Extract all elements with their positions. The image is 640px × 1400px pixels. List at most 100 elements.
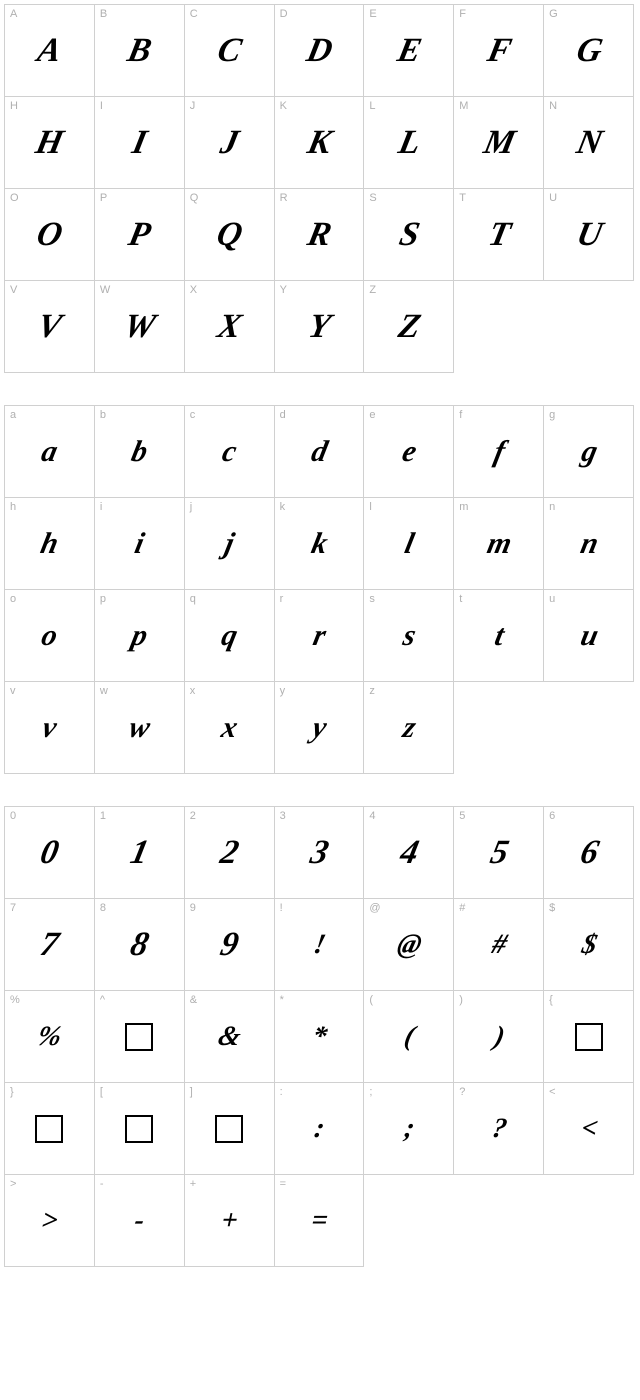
cell-label: r (280, 593, 284, 605)
cell-label: a (10, 409, 16, 421)
cell-label: % (10, 994, 20, 1006)
glyph-cell: && (185, 991, 275, 1083)
cell-label: B (100, 8, 107, 20)
glyph-cell: ff (454, 406, 544, 498)
glyph-display: j (222, 527, 237, 561)
cell-label: y (280, 685, 286, 697)
cell-label: ? (459, 1086, 465, 1098)
glyph-display: < (578, 1113, 600, 1145)
glyph-display: f (491, 435, 507, 469)
glyph-display: Y (305, 308, 333, 346)
glyph-cell: !! (275, 899, 365, 991)
cell-label: D (280, 8, 288, 20)
glyph-display: 0 (37, 834, 61, 872)
glyph-cell: { (544, 991, 634, 1083)
glyph-cell: mm (454, 498, 544, 590)
glyph-cell: ] (185, 1083, 275, 1175)
glyph-display: k (308, 527, 329, 561)
cell-label: M (459, 100, 468, 112)
glyph-cell: DD (275, 5, 365, 97)
glyph-display: * (309, 1021, 329, 1053)
glyph-cell: jj (185, 498, 275, 590)
cell-label: 0 (10, 810, 16, 822)
missing-glyph-box (35, 1115, 63, 1143)
cell-label: c (190, 409, 196, 421)
glyph-display: c (219, 435, 239, 469)
glyph-display: u (577, 619, 600, 653)
cell-label: { (549, 994, 553, 1006)
charmap-grid: 00112233445566778899!!@@##$$%%^&&**(()){… (4, 806, 634, 1267)
cell-label: v (10, 685, 16, 697)
cell-label: * (280, 994, 284, 1006)
glyph-display: l (402, 527, 417, 561)
glyph-display: L (395, 124, 423, 162)
glyph-display: q (219, 619, 240, 653)
glyph-cell: 55 (454, 807, 544, 899)
glyph-cell: %% (5, 991, 95, 1083)
missing-glyph-box (125, 1023, 153, 1051)
empty-cell (454, 1175, 544, 1267)
missing-glyph-box (215, 1115, 243, 1143)
empty-cell (454, 281, 544, 373)
glyph-display: X (214, 308, 244, 346)
cell-label: 5 (459, 810, 465, 822)
glyph-cell: ii (95, 498, 185, 590)
cell-label: Z (369, 284, 376, 296)
glyph-cell: pp (95, 590, 185, 682)
glyph-display: V (35, 308, 65, 346)
empty-cell (544, 1175, 634, 1267)
glyph-display: 2 (217, 834, 241, 872)
empty-cell (454, 682, 544, 774)
glyph-cell: dd (275, 406, 365, 498)
glyph-display: A (35, 32, 65, 70)
cell-label: [ (100, 1086, 103, 1098)
glyph-cell: TT (454, 189, 544, 281)
glyph-display: O (34, 216, 66, 254)
cell-label: Y (280, 284, 287, 296)
glyph-display: m (484, 527, 514, 561)
glyph-display: B (124, 32, 154, 70)
glyph-cell: KK (275, 97, 365, 189)
glyph-display: I (129, 124, 149, 162)
glyph-cell: 88 (95, 899, 185, 991)
cell-label: ^ (100, 994, 105, 1006)
glyph-cell: qq (185, 590, 275, 682)
glyph-cell: ;; (364, 1083, 454, 1175)
charmap-section-lowercase: aabbccddeeffgghhiijjkkllmmnnooppqqrrsstt… (4, 405, 636, 774)
glyph-cell: II (95, 97, 185, 189)
cell-label: 7 (10, 902, 16, 914)
cell-label: $ (549, 902, 555, 914)
glyph-display: 9 (217, 926, 241, 964)
cell-label: p (100, 593, 106, 605)
cell-label: J (190, 100, 196, 112)
glyph-display: ; (401, 1113, 416, 1145)
cell-label: t (459, 593, 462, 605)
cell-label: x (190, 685, 196, 697)
glyph-cell: @@ (364, 899, 454, 991)
glyph-cell: ee (364, 406, 454, 498)
glyph-cell: XX (185, 281, 275, 373)
glyph-cell: ll (364, 498, 454, 590)
glyph-cell: vv (5, 682, 95, 774)
glyph-cell: SS (364, 189, 454, 281)
glyph-display: d (308, 435, 329, 469)
cell-label: k (280, 501, 286, 513)
glyph-display: 7 (37, 926, 61, 964)
glyph-cell: >> (5, 1175, 95, 1267)
cell-label: & (190, 994, 197, 1006)
glyph-display: b (129, 435, 150, 469)
glyph-cell: NN (544, 97, 634, 189)
cell-label: : (280, 1086, 283, 1098)
empty-cell (364, 1175, 454, 1267)
glyph-cell: QQ (185, 189, 275, 281)
empty-cell (544, 682, 634, 774)
glyph-cell: ss (364, 590, 454, 682)
glyph-cell: ?? (454, 1083, 544, 1175)
glyph-cell: 33 (275, 807, 365, 899)
cell-label: j (190, 501, 192, 513)
glyph-cell: UU (544, 189, 634, 281)
glyph-display: 3 (307, 834, 331, 872)
glyph-cell: cc (185, 406, 275, 498)
glyph-cell: bb (95, 406, 185, 498)
cell-label: ! (280, 902, 283, 914)
